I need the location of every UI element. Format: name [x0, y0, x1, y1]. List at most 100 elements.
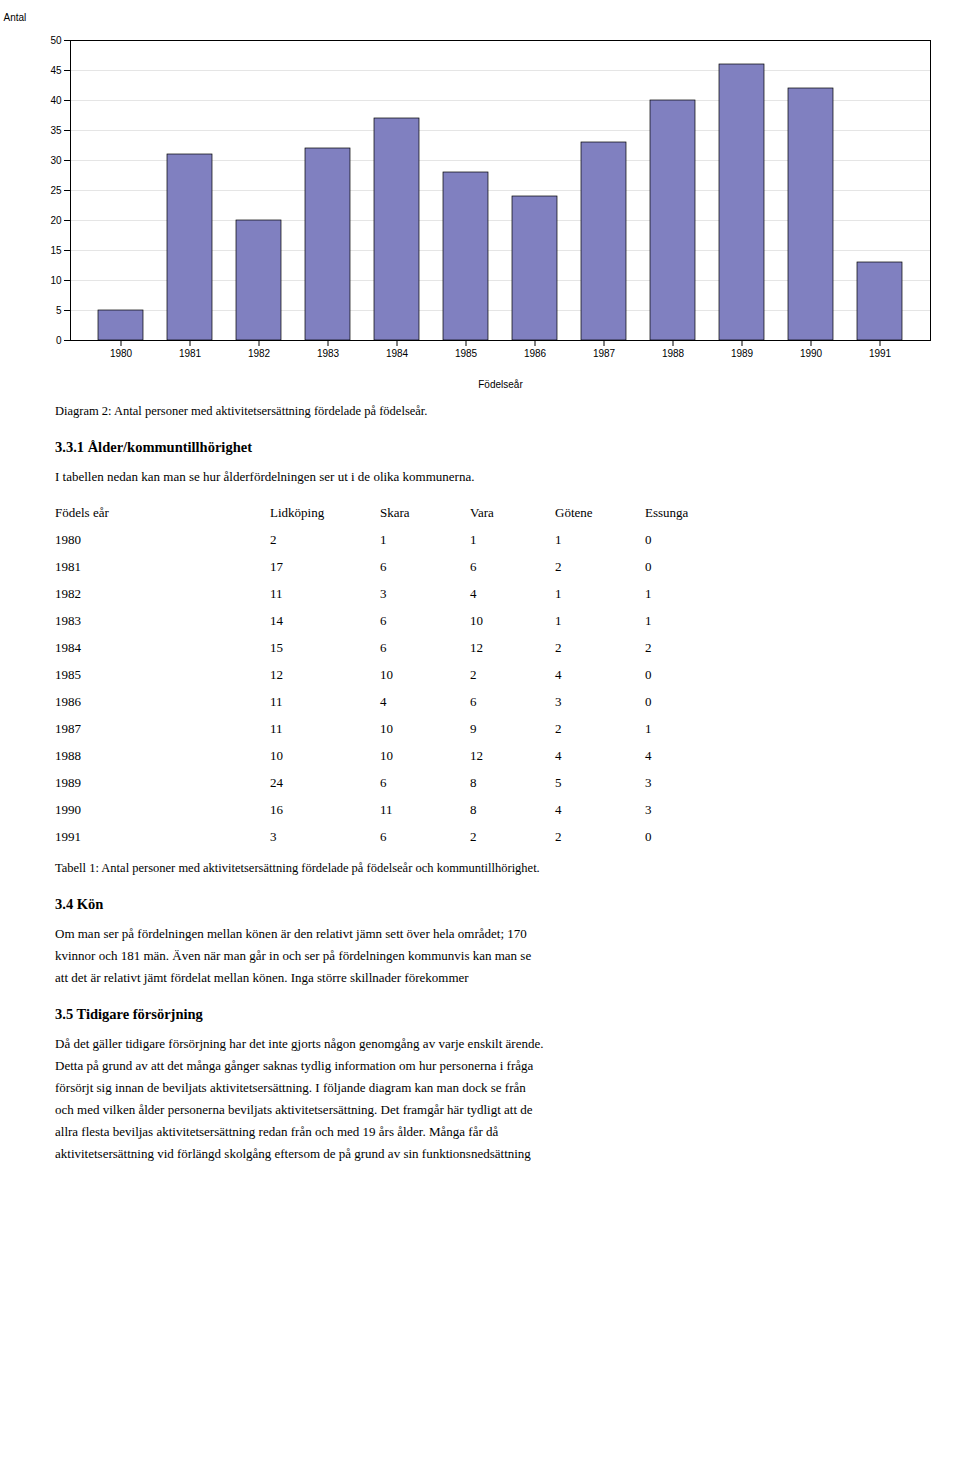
- html-text:4: 4: [555, 667, 562, 682]
- html-text:1983: 1983: [55, 613, 81, 628]
- html-text:12: 12: [470, 640, 483, 655]
- svg-text:1982: 1982: [248, 348, 271, 359]
- svg-text:1991: 1991: [869, 348, 892, 359]
- html-text:11: 11: [270, 586, 283, 601]
- html-text:Detta på grund av att det mång: Detta på grund av att det många gånger s…: [55, 1058, 534, 1073]
- svg-text:40: 40: [50, 95, 62, 106]
- html-text:Diagram 2: Antal personer med: Diagram 2: Antal personer med aktivitets…: [55, 404, 428, 418]
- html-text:3: 3: [555, 694, 562, 709]
- html-text:1981: 1981: [55, 559, 81, 574]
- html-text:15: 15: [270, 640, 283, 655]
- html-text:2: 2: [645, 640, 652, 655]
- html-text:1: 1: [645, 586, 652, 601]
- html-text:Essunga: Essunga: [645, 505, 689, 520]
- html-text:Om man ser på fördelningen mel: Om man ser på fördelningen mellan könen …: [55, 926, 527, 941]
- html-text:allra flesta beviljas aktivite: allra flesta beviljas aktivitetsersättni…: [55, 1124, 499, 1139]
- svg-text:45: 45: [50, 65, 62, 76]
- html-text:10: 10: [380, 667, 393, 682]
- svg-text:1981: 1981: [179, 348, 202, 359]
- svg-text:10: 10: [50, 275, 62, 286]
- html-text:1: 1: [380, 532, 387, 547]
- html-text:11: 11: [270, 694, 283, 709]
- html-text:4: 4: [470, 586, 477, 601]
- html-text:0: 0: [645, 559, 652, 574]
- html-text:I tabellen nedan kan man se hu: I tabellen nedan kan man se hur ålderför…: [55, 469, 475, 484]
- html-text:1991: 1991: [55, 829, 81, 844]
- html-text:1: 1: [555, 532, 562, 547]
- html-text:2: 2: [270, 532, 277, 547]
- svg-text:1985: 1985: [455, 348, 478, 359]
- html-text:0: 0: [645, 667, 652, 682]
- svg-text:15: 15: [50, 245, 62, 256]
- svg-text:1988: 1988: [662, 348, 685, 359]
- html-text:3.3.1 Ålder/kommuntillhörighet: 3.3.1 Ålder/kommuntillhörighet: [55, 439, 252, 455]
- html-text:1: 1: [645, 613, 652, 628]
- html-text:Lidköping: Lidköping: [270, 505, 325, 520]
- html-text:0: 0: [645, 532, 652, 547]
- html-text:10: 10: [470, 613, 483, 628]
- html-text:1980: 1980: [55, 532, 81, 547]
- svg-text:20: 20: [50, 215, 62, 226]
- html-text:Födels eår: Födels eår: [55, 505, 109, 520]
- svg-text:Antal: Antal: [4, 12, 27, 23]
- svg-text:Födelseår: Födelseår: [478, 379, 523, 390]
- html-text:10: 10: [380, 721, 393, 736]
- html-text:Då det gäller tidigare försörj: Då det gäller tidigare försörjning har d…: [55, 1036, 544, 1051]
- html-text:14: 14: [270, 613, 283, 628]
- html-text:6: 6: [470, 694, 477, 709]
- svg-text:1984: 1984: [386, 348, 409, 359]
- html-text:3.4 Kön: 3.4 Kön: [55, 896, 104, 912]
- html-text:Vara: Vara: [470, 505, 494, 520]
- html-text:11: 11: [380, 802, 393, 817]
- html-text:6: 6: [380, 613, 387, 628]
- html-text:3: 3: [380, 586, 387, 601]
- html-text:Götene: Götene: [555, 505, 593, 520]
- html-text:1984: 1984: [55, 640, 81, 655]
- html-text:2: 2: [555, 640, 562, 655]
- html-text:6: 6: [470, 559, 477, 574]
- svg-text:25: 25: [50, 185, 62, 196]
- svg-text:0: 0: [56, 335, 62, 346]
- html-text:kvinnor och 181 män. Även när: kvinnor och 181 män. Även när man går in…: [55, 948, 532, 963]
- html-text:12: 12: [270, 667, 283, 682]
- svg-text:1983: 1983: [317, 348, 340, 359]
- html-text:24: 24: [270, 775, 283, 790]
- html-text:10: 10: [270, 748, 283, 763]
- html-text:4: 4: [380, 694, 387, 709]
- html-text:försörjt sig innan de beviljat: försörjt sig innan de beviljats aktivite…: [55, 1080, 526, 1095]
- html-text:16: 16: [270, 802, 283, 817]
- svg-text:1990: 1990: [800, 348, 823, 359]
- html-text:17: 17: [270, 559, 283, 574]
- html-text:12: 12: [470, 748, 483, 763]
- html-text:Skara: Skara: [380, 505, 410, 520]
- html-text:1: 1: [470, 532, 477, 547]
- html-text:1989: 1989: [55, 775, 81, 790]
- svg-text:50: 50: [50, 35, 62, 46]
- svg-text:5: 5: [56, 305, 62, 316]
- html-text:aktivitetsersättning vid förlä: aktivitetsersättning vid förlängd skolgå…: [55, 1146, 531, 1161]
- svg-text:30: 30: [50, 155, 62, 166]
- html-text:1988: 1988: [55, 748, 81, 763]
- html-text:11: 11: [270, 721, 283, 736]
- html-text:6: 6: [380, 559, 387, 574]
- html-text:1987: 1987: [55, 721, 81, 736]
- html-text:6: 6: [380, 640, 387, 655]
- html-text:10: 10: [380, 748, 393, 763]
- svg-text:1980: 1980: [110, 348, 133, 359]
- html-text:Tabell 1: Antal personer med a: Tabell 1: Antal personer med aktivitetse…: [55, 861, 540, 875]
- html-text:och med vilken ålder personern: och med vilken ålder personerna beviljat…: [55, 1102, 533, 1117]
- html-text:1: 1: [555, 613, 562, 628]
- html-text:1985: 1985: [55, 667, 81, 682]
- html-text:2: 2: [555, 559, 562, 574]
- svg-text:1987: 1987: [593, 348, 616, 359]
- svg-text:1989: 1989: [731, 348, 754, 359]
- svg-text:35: 35: [50, 125, 62, 136]
- html-text:1986: 1986: [55, 694, 81, 709]
- svg-text:1986: 1986: [524, 348, 547, 359]
- html-text:1: 1: [555, 586, 562, 601]
- html-text:1990: 1990: [55, 802, 81, 817]
- html-text:3.5 Tidigare försörjning: 3.5 Tidigare försörjning: [55, 1006, 203, 1022]
- html-text:1982: 1982: [55, 586, 81, 601]
- html-text:att det är relativt jämt förde: att det är relativt jämt fördelat mellan…: [55, 970, 469, 985]
- html-text:2: 2: [470, 667, 477, 682]
